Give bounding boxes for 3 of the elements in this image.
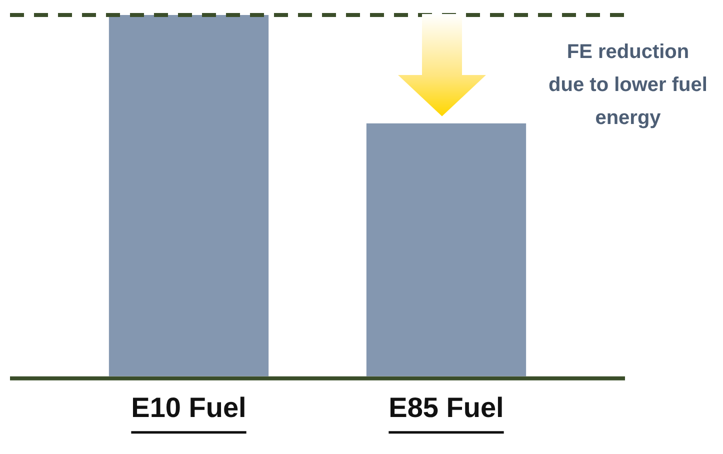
x-tick-label: E10 Fuel — [131, 392, 246, 423]
annotation: FE reduction due to lower fuel energy — [548, 40, 708, 131]
x-tick-label: E85 Fuel — [388, 392, 504, 423]
